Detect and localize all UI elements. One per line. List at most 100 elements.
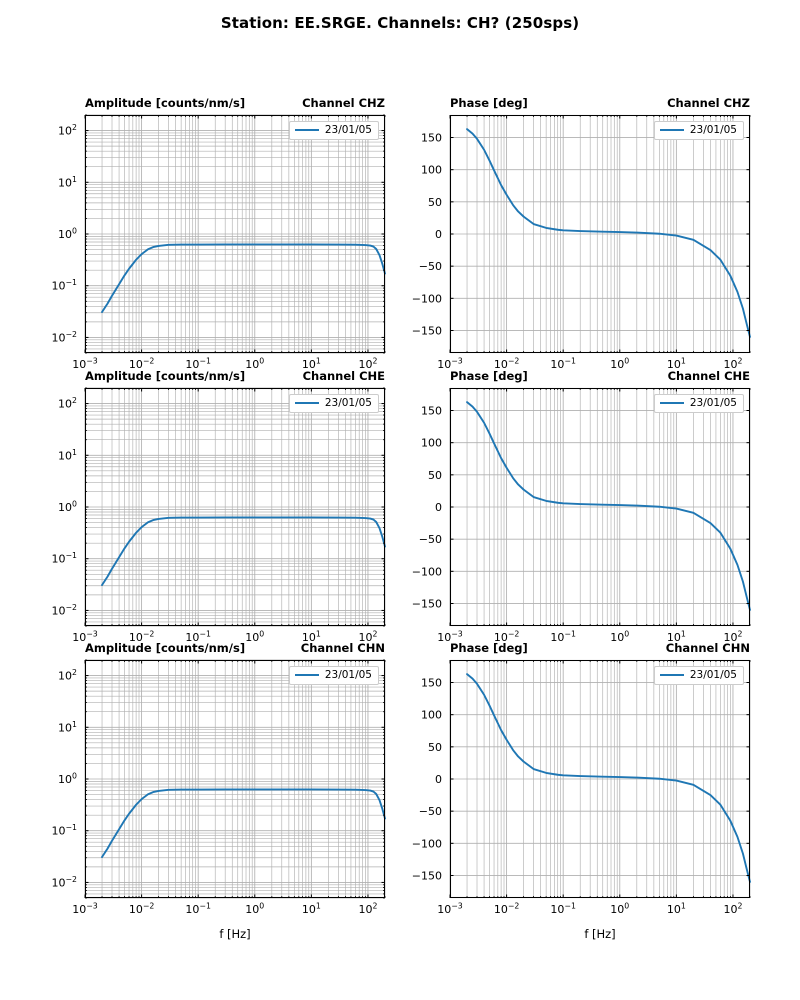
tick-labels: 10−3 10−2 10−1 100 101 102 102 101 100 10−1 10−2 bbox=[52, 668, 378, 916]
x-tick-label: 10−2 bbox=[494, 630, 520, 645]
legend-label: 23/01/05 bbox=[689, 397, 737, 409]
gridlines bbox=[449, 388, 751, 626]
legend-label: 23/01/05 bbox=[324, 124, 372, 136]
x-tick-label: 101 bbox=[667, 357, 686, 372]
series-line-chz-amplitude bbox=[101, 243, 386, 313]
y-tick-label: 100 bbox=[58, 227, 77, 242]
y-tick-label: 10−2 bbox=[52, 330, 78, 345]
axes-title-chn-amplitude: Amplitude [counts/nm/s] bbox=[85, 641, 246, 655]
channel-label-chz-amplitude: Channel CHZ bbox=[302, 96, 385, 110]
tick-labels: 10−3 10−2 10−1 100 101 102 150 100 50 0 −50 −100 −15… bbox=[412, 132, 743, 371]
legend-line-swatch bbox=[294, 129, 319, 132]
tick-marks bbox=[84, 387, 386, 627]
legend-label: 23/01/05 bbox=[324, 397, 372, 409]
x-tick-label: 10−1 bbox=[185, 357, 211, 372]
x-tick-label: 100 bbox=[245, 357, 264, 372]
y-tick-label: −100 bbox=[412, 837, 442, 850]
y-tick-label: 10−2 bbox=[52, 603, 78, 618]
x-tick-label: 102 bbox=[358, 630, 377, 645]
gridlines bbox=[84, 114, 386, 354]
series-line-chn-amplitude bbox=[101, 788, 386, 858]
legend-label: 23/01/05 bbox=[324, 669, 372, 681]
x-tick-label: 10−3 bbox=[72, 902, 98, 917]
tick-marks bbox=[449, 115, 751, 353]
y-tick-label: 150 bbox=[421, 132, 442, 145]
y-tick-label: 100 bbox=[421, 709, 442, 722]
tick-labels: 10−3 10−2 10−1 100 101 102 102 101 100 10−1 10−2 bbox=[52, 396, 378, 644]
tick-labels: 10−3 10−2 10−1 100 101 102 102 101 100 10−1 10−2 bbox=[52, 123, 378, 371]
x-tick-label: 101 bbox=[667, 630, 686, 645]
legend-chn-amplitude[interactable]: 23/01/05 bbox=[288, 666, 379, 685]
x-tick-label: 101 bbox=[302, 357, 321, 372]
series-line-che-amplitude bbox=[101, 516, 386, 586]
x-tick-label: 102 bbox=[358, 357, 377, 372]
channel-label-che-phase: Channel CHE bbox=[667, 369, 750, 383]
legend-chn-phase[interactable]: 23/01/05 bbox=[653, 666, 744, 685]
x-tick-label: 100 bbox=[610, 902, 629, 917]
y-tick-label: 10−2 bbox=[52, 875, 78, 890]
y-tick-label: 10−1 bbox=[52, 823, 78, 838]
y-tick-label: 100 bbox=[421, 164, 442, 177]
tick-marks bbox=[449, 660, 751, 898]
legend-line-swatch bbox=[659, 402, 684, 405]
axes-title-chn-phase: Phase [deg] bbox=[450, 641, 528, 655]
y-tick-label: 100 bbox=[58, 500, 77, 515]
legend-che-phase[interactable]: 23/01/05 bbox=[653, 394, 744, 413]
x-tick-label: 100 bbox=[610, 357, 629, 372]
x-tick-label: 10−2 bbox=[129, 357, 155, 372]
x-tick-label: 101 bbox=[302, 630, 321, 645]
legend-line-swatch bbox=[294, 402, 319, 405]
y-tick-label: 101 bbox=[58, 448, 77, 463]
y-tick-label: −150 bbox=[412, 869, 442, 882]
x-axis-label-chn-amplitude: f [Hz] bbox=[219, 927, 250, 941]
plot-che-phase: 10−3 10−2 10−1 100 101 102 150 100 50 0 −50 −100 −15… bbox=[412, 387, 751, 644]
plot-chn-amplitude: 10−3 10−2 10−1 100 101 102 102 101 100 10−1 10−2 f … bbox=[52, 659, 386, 941]
y-tick-label: 0 bbox=[435, 773, 442, 786]
y-tick-label: 150 bbox=[421, 677, 442, 690]
plot-chn-phase: 10−3 10−2 10−1 100 101 102 150 100 50 0 −50 −100 −15… bbox=[412, 659, 751, 941]
legend-che-amplitude[interactable]: 23/01/05 bbox=[288, 394, 379, 413]
x-tick-label: 102 bbox=[723, 357, 742, 372]
y-tick-label: 0 bbox=[435, 228, 442, 241]
y-tick-label: −150 bbox=[412, 597, 442, 610]
x-tick-label: 10−1 bbox=[185, 902, 211, 917]
y-tick-label: 102 bbox=[58, 396, 77, 411]
x-tick-label: 10−3 bbox=[437, 357, 463, 372]
axes-che-amplitude: Amplitude [counts/nm/s] Channel CHE 10−3 10… bbox=[52, 369, 386, 644]
legend-chz-amplitude[interactable]: 23/01/05 bbox=[288, 121, 379, 140]
y-tick-label: −50 bbox=[419, 260, 442, 273]
x-tick-label: 100 bbox=[245, 902, 264, 917]
x-tick-label: 10−2 bbox=[129, 630, 155, 645]
y-tick-label: 102 bbox=[58, 668, 77, 683]
legend-line-swatch bbox=[659, 674, 684, 677]
y-tick-label: 10−1 bbox=[52, 278, 78, 293]
gridlines bbox=[84, 659, 386, 899]
legend-chz-phase[interactable]: 23/01/05 bbox=[653, 121, 744, 140]
tick-marks bbox=[84, 659, 386, 899]
gridlines bbox=[84, 387, 386, 627]
series-line-chz-phase bbox=[466, 128, 751, 338]
axes-title-che-phase: Phase [deg] bbox=[450, 369, 528, 383]
x-tick-label: 102 bbox=[723, 630, 742, 645]
x-tick-label: 101 bbox=[667, 902, 686, 917]
tick-marks bbox=[449, 388, 751, 626]
x-axis-label-chn-phase: f [Hz] bbox=[584, 927, 615, 941]
y-tick-label: 50 bbox=[428, 196, 442, 209]
series-line-che-phase bbox=[466, 401, 751, 611]
x-tick-label: 10−3 bbox=[437, 902, 463, 917]
y-tick-label: 101 bbox=[58, 720, 77, 735]
x-tick-label: 10−1 bbox=[550, 630, 576, 645]
y-tick-label: −100 bbox=[412, 565, 442, 578]
x-tick-label: 10−1 bbox=[550, 357, 576, 372]
y-tick-label: 102 bbox=[58, 123, 77, 138]
x-tick-label: 10−1 bbox=[185, 630, 211, 645]
gridlines bbox=[449, 115, 751, 353]
y-tick-label: −50 bbox=[419, 533, 442, 546]
series-line-chn-phase bbox=[466, 673, 751, 883]
legend-line-swatch bbox=[659, 129, 684, 132]
y-tick-label: 101 bbox=[58, 175, 77, 190]
axes-chz-amplitude: Amplitude [counts/nm/s] Channel CHZ 10−3 10… bbox=[52, 96, 386, 371]
y-tick-label: 0 bbox=[435, 501, 442, 514]
axes-title-che-amplitude: Amplitude [counts/nm/s] bbox=[85, 369, 246, 383]
x-tick-label: 102 bbox=[723, 902, 742, 917]
